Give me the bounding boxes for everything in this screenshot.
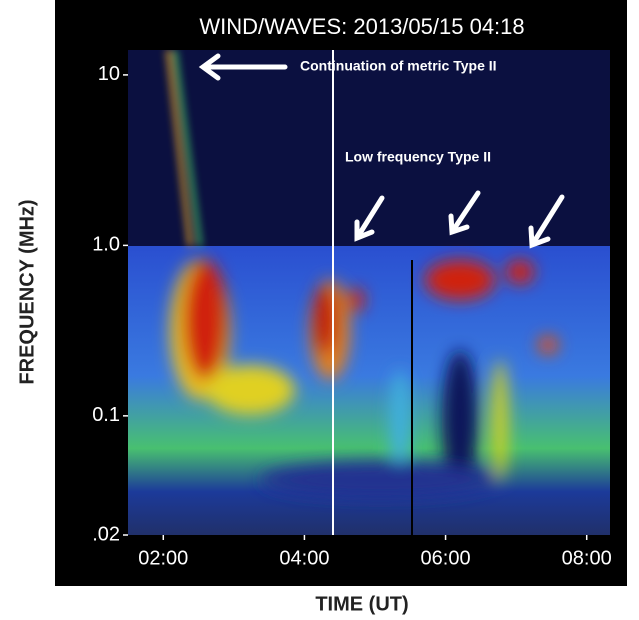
annotation: Low frequency Type II [345, 149, 491, 165]
y-axis-label: FREQUENCY (MHz) [16, 199, 38, 384]
x-tick-label: 02:00 [138, 547, 188, 569]
y-tick-label: .02 [92, 523, 120, 545]
chart-title: WIND/WAVES: 2013/05/15 04:18 [199, 14, 524, 39]
x-tick-label: 06:00 [421, 547, 471, 569]
y-tick-label: 1.0 [92, 234, 120, 256]
x-axis-label: TIME (UT) [315, 593, 408, 615]
annotation: Continuation of metric Type II [300, 58, 497, 74]
y-tick-label: 10 [98, 63, 120, 85]
spectrogram [128, 50, 610, 535]
y-tick-label: 0.1 [92, 404, 120, 426]
arrows [198, 53, 565, 249]
x-tick-label: 08:00 [562, 547, 612, 569]
x-tick-label: 04:00 [279, 547, 329, 569]
